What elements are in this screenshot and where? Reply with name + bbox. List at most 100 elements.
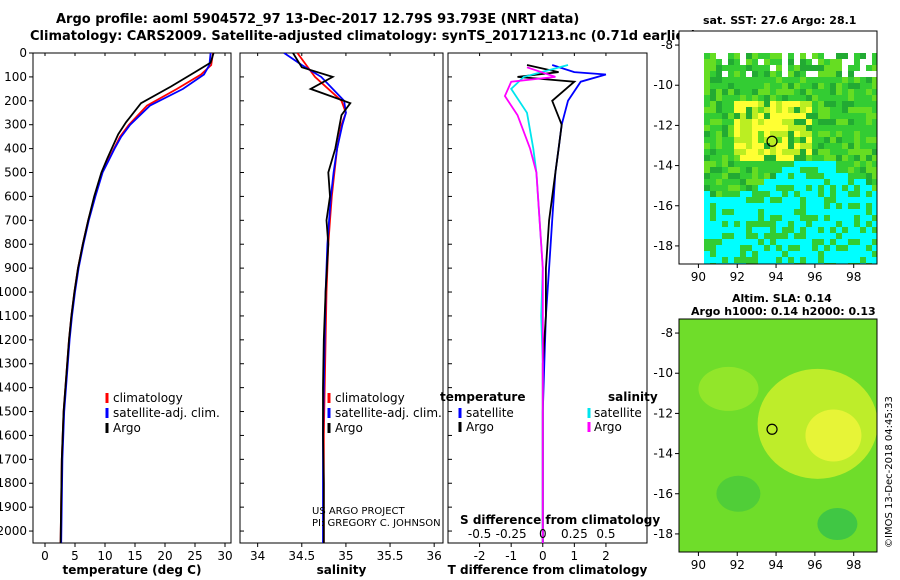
sst-cell — [818, 179, 824, 185]
sst-cell — [728, 137, 734, 143]
sst-cell — [704, 155, 710, 161]
sst-cell — [848, 167, 854, 173]
sst-cell — [830, 83, 836, 89]
sst-cell — [728, 221, 734, 227]
sst-cell — [782, 221, 788, 227]
sst-cell — [752, 185, 758, 191]
sst-cell — [866, 167, 872, 173]
x-tick-label: 94 — [768, 270, 783, 284]
sst-cell — [866, 179, 872, 185]
sst-cell — [836, 173, 842, 179]
sst-cell — [752, 179, 758, 185]
sst-cell — [842, 101, 848, 107]
sst-cell — [872, 95, 877, 101]
s-tick-label: 0.5 — [596, 527, 615, 541]
sst-cell — [728, 215, 734, 221]
sst-cell — [734, 149, 740, 155]
sst-cell — [830, 143, 836, 149]
sst-cell — [818, 77, 824, 83]
sst-cell — [818, 149, 824, 155]
sst-cell — [740, 143, 746, 149]
sst-cell — [872, 227, 877, 233]
sst-cell — [872, 245, 877, 251]
sst-cell — [788, 197, 794, 203]
sst-cell — [854, 137, 860, 143]
sst-cell — [770, 251, 776, 257]
sst-cell — [824, 185, 830, 191]
y-tick-label: 1800 — [0, 476, 27, 490]
sst-cell — [800, 245, 806, 251]
x-tick-label: 36 — [427, 549, 442, 563]
sst-cell — [710, 65, 716, 71]
sst-cell — [764, 89, 770, 95]
sst-cell — [788, 185, 794, 191]
sst-cell — [866, 203, 872, 209]
sst-cell — [854, 101, 860, 107]
sst-cell — [842, 203, 848, 209]
sst-cell — [824, 119, 830, 125]
sst-cell — [764, 221, 770, 227]
sst-cell — [776, 143, 782, 149]
sst-cell — [812, 65, 818, 71]
sst-cell — [758, 173, 764, 179]
sst-cell — [866, 155, 872, 161]
y-tick-label: 1000 — [0, 285, 27, 299]
y-tick-label: 1100 — [0, 309, 27, 323]
sst-cell — [830, 137, 836, 143]
sst-cell — [830, 203, 836, 209]
sst-cell — [716, 197, 722, 203]
sst-cell — [740, 179, 746, 185]
sst-cell — [764, 77, 770, 83]
sst-cell — [800, 77, 806, 83]
sst-cell — [722, 149, 728, 155]
sst-cell — [752, 119, 758, 125]
sst-cell — [860, 173, 866, 179]
sst-cell — [872, 215, 877, 221]
sst-cell — [860, 95, 866, 101]
sst-cell — [716, 149, 722, 155]
sst-cell — [788, 89, 794, 95]
sst-cell — [770, 149, 776, 155]
sst-cell — [854, 149, 860, 155]
sst-cell — [770, 257, 776, 263]
sst-cell — [854, 65, 860, 71]
sst-cell — [782, 233, 788, 239]
sst-cell — [704, 83, 710, 89]
sst-cell — [848, 251, 854, 257]
sst-cell — [842, 257, 848, 263]
sst-cell — [758, 137, 764, 143]
sst-cell — [872, 209, 877, 215]
sst-cell — [704, 101, 710, 107]
sst-cell — [770, 137, 776, 143]
sst-cell — [788, 137, 794, 143]
sst-cell — [872, 239, 877, 245]
sst-cell — [734, 221, 740, 227]
sst-cell — [740, 71, 746, 77]
sst-cell — [704, 137, 710, 143]
sst-cell — [728, 203, 734, 209]
sst-cell — [770, 203, 776, 209]
sst-cell — [836, 119, 842, 125]
sst-cell — [734, 203, 740, 209]
sst-cell — [866, 161, 872, 167]
sst-cell — [716, 245, 722, 251]
sst-cell — [824, 233, 830, 239]
sst-cell — [836, 113, 842, 119]
sst-cell — [704, 65, 710, 71]
sst-cell — [764, 215, 770, 221]
sst-cell — [866, 89, 872, 95]
sst-cell — [776, 125, 782, 131]
sst-cell — [842, 95, 848, 101]
sst-cell — [788, 71, 794, 77]
sst-cell — [860, 83, 866, 89]
sst-cell — [740, 233, 746, 239]
sst-cell — [746, 95, 752, 101]
sst-cell — [704, 149, 710, 155]
sst-cell — [704, 113, 710, 119]
s-axis-label: S difference from climatology — [460, 513, 660, 527]
sst-cell — [872, 173, 877, 179]
sst-cell — [770, 53, 776, 59]
sst-cell — [710, 215, 716, 221]
sst-cell — [758, 191, 764, 197]
sst-cell — [764, 185, 770, 191]
